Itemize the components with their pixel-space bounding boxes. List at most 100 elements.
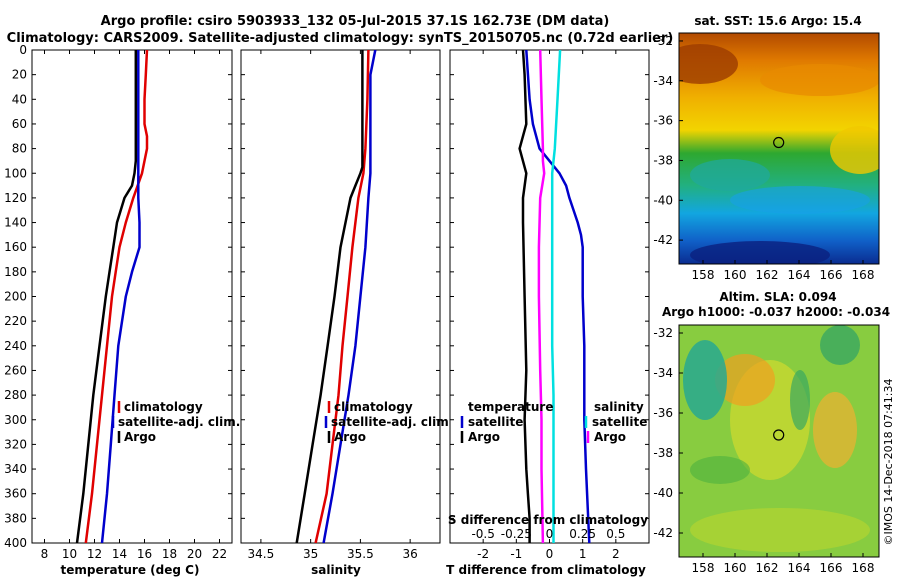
depth-tick-label: 280 (4, 388, 27, 402)
longitude-tick-label: 168 (852, 268, 875, 282)
series-line-climatology (84, 50, 149, 543)
legend-label-sal-satellite: satellite (592, 415, 647, 429)
salinity-x-axis: 34.5 35 35.5 36 (248, 50, 418, 561)
temperature-plot-frame (31, 49, 233, 544)
argo-position-marker (773, 136, 785, 149)
series-line-satellite-adj-clim- (100, 50, 141, 543)
difference-legend: temperature satellite Argo salinity sate… (460, 400, 647, 444)
temperature-tick-label: 22 (212, 547, 227, 561)
sla-high-patch (715, 354, 775, 406)
sst-warm-patch (760, 64, 879, 96)
salinity-series (295, 50, 377, 543)
depth-tick-label: 0 (19, 43, 27, 57)
t-difference-x-axis: -2 -1 0 1 2 (477, 50, 620, 561)
sst-cold-patch (690, 241, 830, 264)
latitude-tick-label: -40 (653, 193, 673, 207)
series-line-salinity-satellite (550, 50, 562, 543)
sst-warm-patch (679, 44, 738, 84)
latitude-tick-label: -36 (653, 114, 673, 128)
sla-low-patch (820, 325, 860, 365)
legend-label-satellite-adj: satellite-adj. clim. (331, 415, 453, 429)
sla-map-frame (678, 324, 880, 558)
latitude-tick-label: -32 (653, 326, 673, 340)
depth-tick-label: 320 (4, 437, 27, 451)
sla-low-patch (690, 456, 750, 484)
sla-mid-patch (690, 508, 870, 552)
sla-map-axes: 158 160 162 164 166 168 -32 -34 -36 -38 -40 -42 (653, 326, 874, 575)
depth-tick-label: 400 (4, 536, 27, 550)
salinity-panel: 34.5 35 35.5 36 salinity climatology satell… (240, 49, 453, 577)
temperature-tick-label: 20 (187, 547, 202, 561)
sst-cool-patch (690, 159, 770, 191)
temperature-tick-label: 16 (137, 547, 152, 561)
series-line-temperature-argo (518, 50, 531, 543)
depth-tick-label: 40 (12, 92, 27, 106)
t-difference-tick-label: 1 (579, 547, 587, 561)
depth-tick-label: 100 (4, 166, 27, 180)
longitude-tick-label: 162 (756, 268, 779, 282)
legend-label-sal-argo: Argo (594, 430, 626, 444)
t-difference-tick-label: 0 (546, 547, 554, 561)
s-difference-tick-labels: -0.5 -0.25 0 0.25 0.5 (471, 527, 625, 541)
longitude-tick-label: 164 (788, 268, 811, 282)
longitude-tick-label: 166 (820, 268, 843, 282)
salinity-tick-label: 35.5 (347, 547, 374, 561)
sst-map-axes: 158 160 162 164 166 168 -32 -34 -36 -38 -40 -42 (653, 34, 874, 282)
series-line-argo (75, 50, 138, 543)
sla-low-patch (790, 370, 810, 430)
s-difference-tick-label: -0.25 (501, 527, 532, 541)
legend-label-temp-argo: Argo (468, 430, 500, 444)
t-difference-tick-label: -2 (477, 547, 489, 561)
series-line-satellite-adj-clim- (322, 50, 377, 543)
salinity-axis-label: salinity (311, 563, 361, 577)
sla-high-patch (813, 392, 857, 468)
depth-tick-label: 120 (4, 191, 27, 205)
depth-tick-label: 340 (4, 462, 27, 476)
depth-tick-label: 380 (4, 511, 27, 525)
salinity-tick-label: 35 (303, 547, 318, 561)
series-line-argo (295, 50, 364, 543)
salinity-legend: climatology satellite-adj. clim. Argo (324, 400, 453, 444)
figure-title-line1: Argo profile: csiro 5903933_132 05-Jul-2… (101, 14, 610, 29)
figure-title-line2: Climatology: CARS2009. Satellite-adjuste… (7, 31, 674, 46)
legend-label-satellite-adj: satellite-adj. clim. (118, 415, 240, 429)
longitude-tick-label: 166 (820, 561, 843, 575)
depth-tick-label: 60 (12, 117, 27, 131)
temperature-tick-label: 14 (112, 547, 127, 561)
latitude-tick-label: -42 (653, 233, 673, 247)
longitude-tick-label: 158 (692, 561, 715, 575)
depth-tick-label: 260 (4, 363, 27, 377)
temperature-series (75, 50, 149, 543)
longitude-tick-label: 162 (756, 561, 779, 575)
s-difference-axis-label: S difference from climatology (448, 513, 648, 527)
salinity-tick-label: 36 (403, 547, 418, 561)
imos-watermark: ©IMOS 14-Dec-2018 07:41:34 (882, 379, 895, 546)
sst-heatmap (679, 33, 879, 264)
s-difference-tick-label: 0.5 (606, 527, 625, 541)
temperature-legend: climatology satellite-adj. clim. Argo (111, 400, 240, 444)
legend-title-temperature: temperature (468, 400, 553, 414)
legend-label-climatology: climatology (334, 400, 413, 414)
legend-label-temp-satellite: satellite (468, 415, 523, 429)
argo-position-marker (773, 429, 785, 441)
latitude-tick-label: -32 (653, 34, 673, 48)
temperature-panel: 0 20 40 60 80 100 120 140 160 180 200 220 240 260 280 3… (4, 43, 240, 577)
latitude-tick-label: -36 (653, 406, 673, 420)
sst-cool-patch (730, 186, 870, 214)
longitude-tick-label: 160 (724, 268, 747, 282)
temperature-axis-label: temperature (deg C) (61, 563, 200, 577)
difference-plot-frame (449, 49, 650, 544)
longitude-tick-label: 168 (852, 561, 875, 575)
t-difference-tick-label: 2 (612, 547, 620, 561)
depth-tick-label: 360 (4, 487, 27, 501)
difference-y-ticks (450, 49, 649, 544)
depth-tick-label: 200 (4, 290, 27, 304)
legend-label-argo: Argo (334, 430, 366, 444)
latitude-tick-label: -38 (653, 446, 673, 460)
depth-tick-label: 20 (12, 68, 27, 82)
latitude-tick-label: -42 (653, 526, 673, 540)
sst-map-title: sat. SST: 15.6 Argo: 15.4 (694, 14, 861, 28)
depth-tick-label: 240 (4, 339, 27, 353)
longitude-tick-label: 160 (724, 561, 747, 575)
sla-map-panel: Altim. SLA: 0.094 Argo h1000: -0.037 h20… (653, 290, 890, 575)
